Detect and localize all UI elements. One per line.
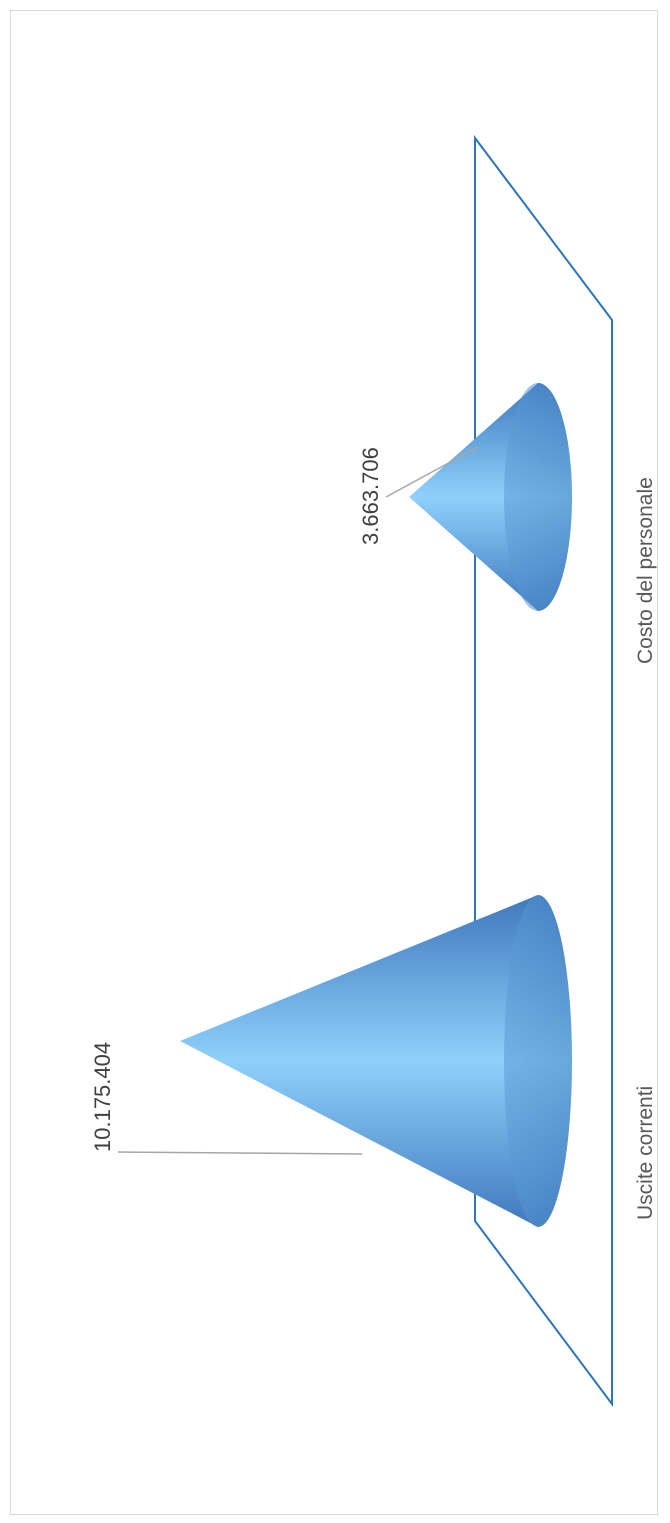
data-label-2: 3.663.706 — [358, 447, 383, 545]
leader-line-1 — [117, 1151, 363, 1155]
category-label-1: Uscite correnti — [634, 1086, 657, 1220]
chart-frame — [10, 10, 658, 1515]
category-label-2: Costo del personale — [634, 477, 657, 664]
cone-bar-1 — [180, 895, 572, 1227]
data-label-1: 10.175.404 — [90, 1042, 115, 1152]
leader-line-2 — [385, 446, 479, 498]
cone-base-1 — [504, 895, 572, 1227]
cone-base-2 — [504, 383, 572, 611]
floor-plane — [474, 135, 613, 1408]
